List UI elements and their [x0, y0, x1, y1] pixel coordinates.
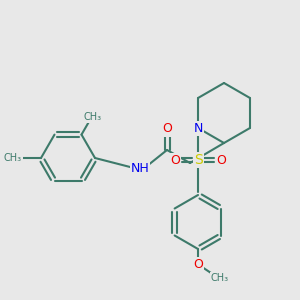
Text: CH₃: CH₃	[83, 112, 102, 122]
Text: CH₃: CH₃	[211, 273, 229, 283]
Text: S: S	[194, 153, 202, 167]
Text: N: N	[193, 122, 203, 134]
Text: O: O	[193, 257, 203, 271]
Text: NH: NH	[130, 161, 149, 175]
Text: CH₃: CH₃	[4, 153, 22, 163]
Text: O: O	[162, 122, 172, 136]
Text: O: O	[216, 154, 226, 166]
Text: O: O	[170, 154, 180, 166]
